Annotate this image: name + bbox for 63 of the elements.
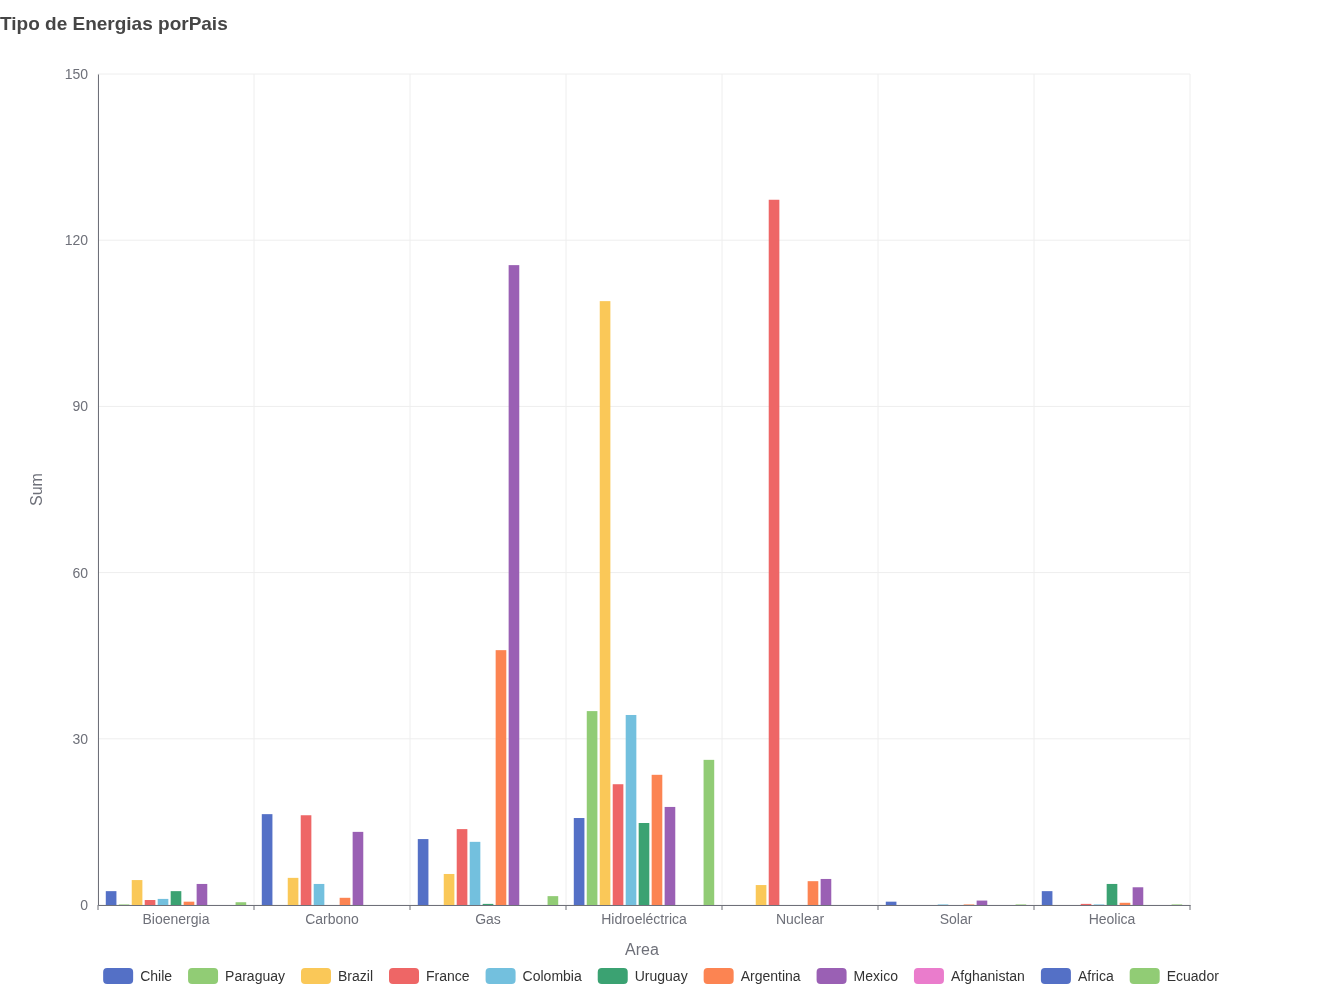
bar [339, 897, 351, 905]
x-tick-label: Carbono [305, 910, 360, 927]
legend-label: Ecuador [1166, 968, 1220, 984]
legend-label: Chile [140, 968, 173, 984]
legend-label: France [426, 968, 470, 984]
y-axis-title: Sum [28, 473, 45, 506]
x-tick-label: Hidroeléctrica [601, 910, 687, 927]
bar [1106, 883, 1118, 905]
bar [300, 815, 312, 905]
bar [105, 891, 117, 905]
bar [170, 891, 182, 905]
y-tick-label: 90 [72, 398, 89, 415]
bar [417, 839, 429, 905]
legend-label: Mexico [853, 968, 899, 984]
legend-label: Paraguay [225, 968, 285, 984]
bar [1132, 887, 1144, 905]
legend-label: Afghanistan [950, 968, 1025, 984]
y-tick-label: 150 [64, 65, 89, 82]
bar [313, 883, 325, 905]
bar [261, 814, 273, 905]
legend-label: Africa [1077, 968, 1114, 984]
bar [768, 199, 780, 905]
x-tick-label: Solar [939, 910, 973, 927]
bar [352, 831, 364, 905]
y-tick-label: 0 [80, 896, 89, 913]
bar [495, 650, 507, 905]
bar [820, 878, 832, 905]
y-tick-label: 30 [72, 730, 89, 747]
legend-label: Brazil [337, 968, 374, 984]
bar [508, 265, 520, 905]
bar [651, 774, 663, 905]
x-axis-title: Area [625, 941, 659, 958]
bar [469, 841, 481, 905]
bar [573, 818, 585, 905]
chart-title: Tipo de Energias porPais [0, 13, 228, 34]
bar [235, 902, 247, 905]
bar [638, 823, 650, 905]
bar [755, 885, 767, 905]
bar [443, 873, 455, 905]
bar [287, 877, 299, 905]
x-tick-label: Nuclear [775, 910, 825, 927]
bar [599, 301, 611, 905]
bar [612, 784, 624, 905]
bar [131, 880, 143, 905]
x-tick-label: Heolica [1088, 910, 1136, 927]
bar [664, 806, 676, 905]
bar [144, 900, 156, 905]
bar [807, 881, 819, 905]
x-tick-label: Gas [475, 910, 501, 927]
bar [456, 829, 468, 905]
bar [586, 711, 598, 905]
legend-label: Colombia [522, 968, 582, 984]
bar [625, 714, 637, 905]
bar [1041, 891, 1053, 905]
bar [157, 898, 169, 905]
y-tick-label: 120 [64, 232, 89, 249]
bar [196, 883, 208, 905]
legend-label: Uruguay [634, 968, 688, 984]
bar [703, 759, 715, 905]
legend-label: Argentina [740, 968, 801, 984]
y-tick-label: 60 [72, 564, 89, 581]
bar [547, 896, 559, 905]
x-tick-label: Bioenergia [142, 910, 210, 927]
